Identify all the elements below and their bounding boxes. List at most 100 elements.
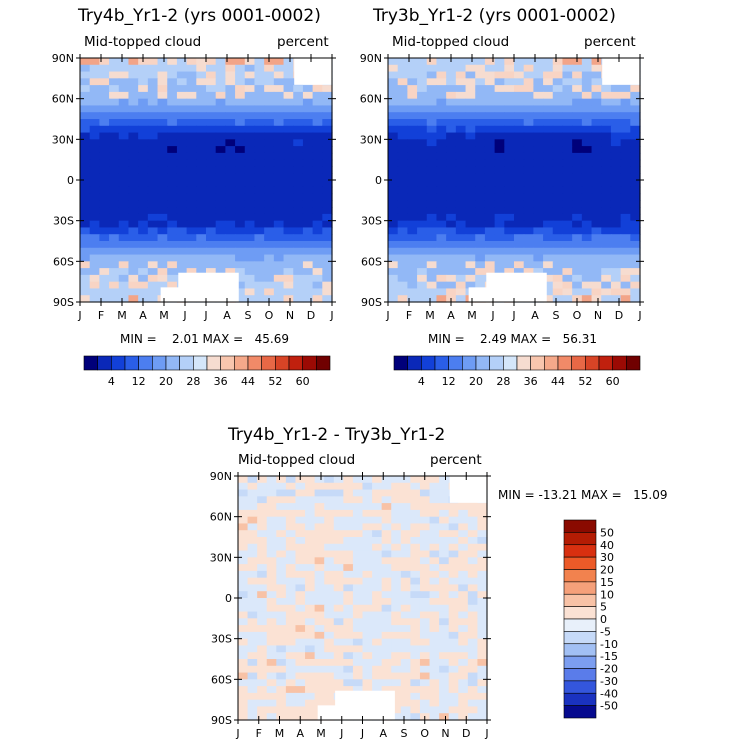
cell	[436, 64, 447, 73]
cell	[362, 665, 373, 674]
cell	[572, 200, 583, 208]
cell	[352, 503, 364, 511]
cell	[475, 241, 486, 249]
cell	[388, 180, 399, 188]
cell	[552, 288, 564, 296]
cell	[128, 119, 139, 127]
cell	[343, 638, 354, 647]
cell	[504, 98, 515, 107]
cell	[238, 496, 249, 504]
colorbar-swatch	[563, 606, 597, 620]
cell	[312, 261, 323, 269]
colorbar-swatch	[448, 355, 463, 371]
cell	[215, 193, 226, 201]
cell	[293, 261, 304, 269]
cell	[446, 173, 457, 181]
cell	[523, 180, 534, 188]
cell	[225, 125, 236, 134]
cell	[477, 557, 488, 565]
cell	[601, 288, 612, 296]
cell	[295, 509, 306, 518]
cell	[254, 241, 265, 249]
cell	[247, 543, 258, 552]
cell	[186, 132, 197, 140]
y-tick-label: 0	[225, 592, 232, 605]
cell	[362, 686, 373, 694]
cell	[543, 173, 554, 181]
cell	[620, 180, 631, 188]
cell	[439, 645, 450, 653]
cell	[312, 132, 323, 140]
cell	[391, 509, 402, 518]
cell	[109, 98, 120, 107]
cell	[465, 180, 476, 188]
cell	[543, 241, 554, 249]
cell	[206, 241, 217, 249]
cell	[254, 125, 265, 134]
cell	[138, 139, 149, 147]
cell	[147, 159, 159, 168]
cell	[128, 85, 139, 93]
cell	[302, 159, 314, 168]
cell	[533, 227, 544, 235]
cell	[247, 659, 258, 667]
cell	[400, 523, 411, 531]
cell	[99, 166, 110, 174]
cell	[167, 85, 178, 93]
colorbar-swatch	[421, 355, 436, 371]
cell	[467, 564, 479, 572]
cell	[176, 112, 188, 120]
cell	[581, 288, 593, 296]
cell	[381, 577, 392, 586]
cell	[283, 200, 294, 208]
cell	[400, 584, 411, 592]
cell	[273, 207, 285, 215]
cell	[206, 180, 217, 188]
cell	[543, 64, 554, 73]
x-tick-label: N	[286, 309, 294, 322]
cell	[426, 200, 438, 208]
cell	[254, 71, 265, 79]
cell	[388, 166, 399, 174]
cell	[572, 159, 583, 168]
cell	[410, 530, 421, 538]
cell	[439, 564, 450, 572]
cell	[448, 591, 459, 599]
cell	[533, 159, 544, 168]
cell	[562, 125, 573, 134]
colorbar-swatch	[489, 355, 504, 371]
cell	[305, 482, 316, 491]
y-tick-label: 90S	[53, 296, 74, 309]
cell	[523, 146, 534, 154]
cell	[388, 58, 399, 66]
cell	[630, 220, 641, 229]
cell	[572, 213, 583, 222]
cell	[257, 598, 268, 606]
cell	[465, 254, 476, 262]
cell	[343, 618, 354, 626]
cell	[293, 139, 304, 147]
cell	[388, 98, 399, 107]
cell	[475, 132, 486, 140]
cell	[89, 132, 100, 140]
cell	[458, 706, 469, 714]
cell	[397, 152, 408, 161]
cell	[322, 119, 333, 127]
cell	[206, 152, 217, 161]
cell	[504, 173, 515, 181]
cell	[225, 220, 236, 229]
cell	[419, 604, 431, 613]
cell	[397, 254, 408, 262]
cell	[176, 78, 188, 86]
cell	[610, 268, 622, 276]
cell	[257, 577, 268, 586]
cell	[128, 78, 139, 86]
cell	[89, 281, 100, 290]
cell	[295, 625, 306, 633]
cell	[276, 591, 287, 599]
cell	[448, 665, 459, 674]
cell	[429, 557, 440, 565]
cell	[429, 489, 440, 497]
cell	[99, 91, 110, 100]
cell	[514, 180, 525, 188]
